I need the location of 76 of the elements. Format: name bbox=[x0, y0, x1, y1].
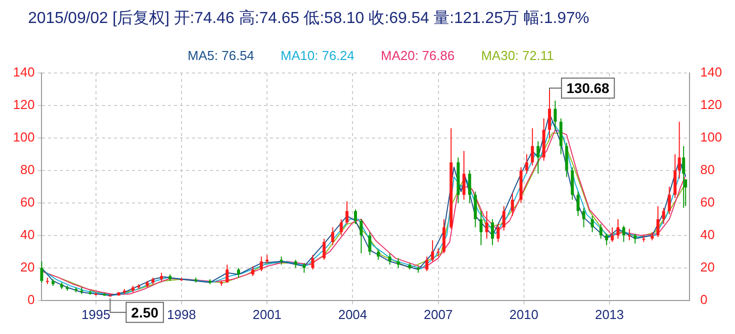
y-tick-label: 60 bbox=[20, 194, 35, 210]
y2-tick-label: 60 bbox=[700, 194, 715, 210]
y-tick-label: 100 bbox=[12, 130, 35, 145]
candlestick bbox=[260, 256, 263, 272]
y-tick-label: 120 bbox=[12, 97, 35, 112]
candlestick bbox=[628, 228, 631, 241]
candlestick bbox=[530, 128, 534, 166]
candlestick bbox=[340, 218, 343, 236]
candlestick bbox=[388, 252, 392, 266]
candlestick bbox=[554, 100, 557, 130]
y-tick-label: 80 bbox=[20, 162, 35, 178]
candlestick bbox=[485, 210, 488, 240]
candlestick bbox=[662, 207, 666, 225]
x-tick-label: 2007 bbox=[424, 306, 453, 322]
candlestick bbox=[251, 266, 254, 277]
candlestick bbox=[582, 207, 586, 228]
candlestick bbox=[490, 218, 494, 246]
candlestick bbox=[590, 215, 594, 233]
candlestick bbox=[345, 200, 348, 225]
candlestick bbox=[331, 226, 334, 246]
candlestick bbox=[431, 240, 434, 262]
annotation: 2.50 bbox=[131, 304, 159, 320]
candlestick bbox=[548, 88, 552, 138]
candlestick bbox=[616, 218, 620, 240]
candlestick bbox=[610, 226, 614, 242]
candlestick bbox=[682, 146, 686, 208]
y2-tick-label: 80 bbox=[700, 162, 715, 178]
candlestick bbox=[468, 170, 472, 204]
candlestick bbox=[605, 233, 608, 246]
candlestick bbox=[525, 154, 528, 174]
candlestick bbox=[536, 140, 540, 174]
x-tick-label: 1998 bbox=[167, 306, 196, 322]
candlestick bbox=[360, 218, 363, 254]
candlestick bbox=[668, 186, 671, 215]
candlestick bbox=[599, 224, 602, 240]
candlestick bbox=[237, 267, 240, 278]
candlestick bbox=[480, 210, 483, 246]
candlestick bbox=[368, 232, 372, 256]
y-tick-label: 40 bbox=[20, 227, 35, 242]
candlestick bbox=[302, 262, 306, 274]
x-tick-label: 2004 bbox=[338, 306, 368, 322]
candlestick bbox=[656, 206, 660, 238]
x-tick-label: 2010 bbox=[509, 306, 538, 322]
y-tick-label: 20 bbox=[20, 259, 35, 274]
text: MA30: 72.11 bbox=[481, 48, 554, 64]
text: MA10: 76.24 bbox=[280, 48, 354, 64]
candlestick bbox=[510, 192, 514, 216]
text: MA20: 76.86 bbox=[380, 48, 455, 64]
candlestick bbox=[226, 264, 229, 284]
candlestick bbox=[322, 238, 326, 260]
y2-tick-label: 0 bbox=[700, 292, 708, 307]
x-tick-label: 2013 bbox=[594, 306, 624, 322]
candlestick bbox=[376, 250, 380, 260]
x-tick-label: 1995 bbox=[81, 306, 110, 322]
candlestick bbox=[678, 121, 681, 180]
candlestick bbox=[462, 150, 466, 200]
chart-title: 2015/09/02 [后复权] 开:74.46 高:74.65 低:58.10 收:69.54 量:121.25万 幅:1.97% bbox=[28, 8, 590, 29]
candlestick bbox=[311, 254, 314, 270]
candlestick bbox=[496, 224, 500, 242]
candlestick bbox=[502, 206, 506, 232]
candlestick bbox=[425, 256, 428, 272]
candlestick bbox=[354, 208, 358, 225]
candlestick bbox=[634, 233, 637, 244]
y2-tick-label: 100 bbox=[700, 130, 722, 145]
candlestick bbox=[396, 258, 400, 268]
candlestick bbox=[622, 225, 626, 242]
y-tick-label: 0 bbox=[27, 292, 35, 307]
candlestick bbox=[576, 191, 580, 216]
y2-tick-label: 140 bbox=[700, 64, 722, 80]
x-tick-label: 2001 bbox=[252, 306, 282, 322]
y2-tick-label: 20 bbox=[700, 259, 715, 274]
y2-tick-label: 40 bbox=[700, 227, 715, 242]
text: MA5: 76.54 bbox=[188, 48, 254, 64]
annotation: 130.68 bbox=[566, 80, 610, 96]
y2-tick-label: 120 bbox=[700, 97, 722, 112]
y-tick-label: 140 bbox=[12, 64, 35, 80]
